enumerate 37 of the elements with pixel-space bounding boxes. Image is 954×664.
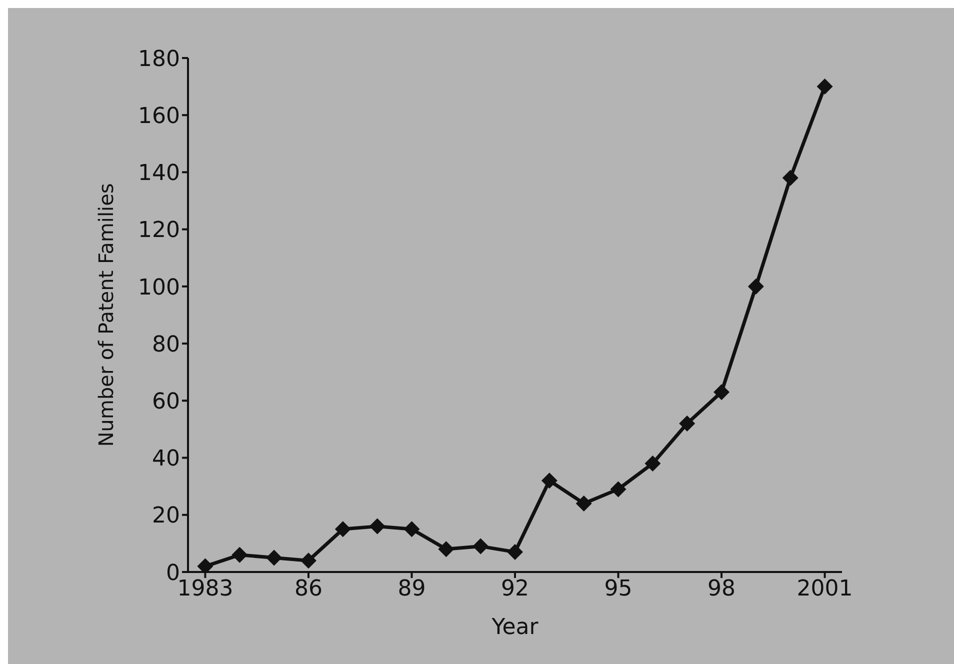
point bbox=[541, 472, 558, 489]
y-tick-label: 60 bbox=[152, 389, 180, 414]
x-tick-label: 95 bbox=[604, 576, 632, 602]
point bbox=[232, 546, 248, 563]
x-tick-label: 89 bbox=[398, 576, 426, 602]
point bbox=[472, 538, 489, 554]
point bbox=[644, 455, 661, 472]
point bbox=[816, 78, 833, 95]
point bbox=[404, 521, 420, 538]
point bbox=[438, 541, 454, 558]
point bbox=[782, 170, 798, 186]
point bbox=[576, 495, 592, 512]
y-axis-title: Number of Patent Families bbox=[94, 183, 118, 447]
y-tick-label: 0 bbox=[166, 560, 180, 586]
point bbox=[369, 518, 386, 534]
x-tick-label: 1983 bbox=[177, 576, 234, 602]
point bbox=[300, 552, 316, 569]
y-tick-label: 40 bbox=[152, 446, 180, 472]
point bbox=[610, 481, 626, 498]
point bbox=[507, 544, 523, 560]
point bbox=[334, 521, 351, 538]
y-tick-label: 20 bbox=[152, 504, 180, 529]
point bbox=[679, 416, 696, 432]
x-tick-label: 2001 bbox=[796, 576, 853, 602]
y-tick-label: 160 bbox=[138, 104, 180, 129]
x-tick-label: 92 bbox=[501, 576, 529, 602]
x-tick-label: 98 bbox=[708, 576, 736, 602]
y-tick-label: 180 bbox=[138, 46, 180, 72]
y-tick-label: 80 bbox=[152, 332, 180, 358]
point bbox=[714, 384, 730, 400]
y-tick-label: 100 bbox=[138, 275, 180, 300]
point bbox=[748, 278, 764, 294]
x-tick-label: 86 bbox=[294, 576, 322, 602]
x-axis-title: Year bbox=[490, 615, 540, 640]
point bbox=[266, 550, 282, 566]
y-tick-label: 140 bbox=[138, 161, 180, 186]
y-tick-label: 120 bbox=[138, 218, 180, 244]
